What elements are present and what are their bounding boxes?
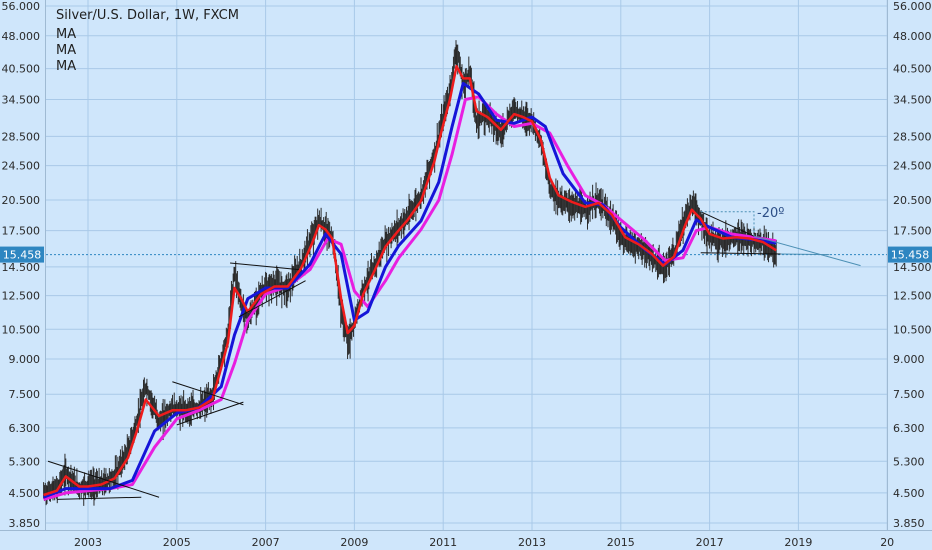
angle-annotation: -20º — [757, 206, 784, 221]
trendline — [172, 381, 244, 406]
legend-ma-mid: MA — [56, 43, 76, 58]
y-tick-right: 40.500 — [893, 63, 932, 76]
x-tick: 2019 — [784, 536, 812, 549]
drawn-trendlines — [47, 211, 861, 500]
y-tick-left: 28.500 — [2, 130, 41, 143]
y-tick-right: 10.500 — [893, 323, 932, 336]
x-tick: 2005 — [163, 536, 191, 549]
y-tick-right: 48.000 — [893, 30, 932, 43]
y-axis-right[interactable]: 56.000 48.000 40.500 34.500 28.500 24.500 20.5… — [893, 0, 932, 530]
trendline — [47, 460, 160, 498]
trendline — [176, 401, 244, 426]
y-tick-right: 7.500 — [893, 388, 925, 401]
price-badge-left — [0, 246, 44, 263]
y-tick-right: 56.000 — [893, 0, 932, 13]
legend-ma-fast: MA — [56, 27, 76, 42]
y-tick-left: 48.000 — [2, 30, 41, 43]
y-tick-right: 28.500 — [893, 130, 932, 143]
x-axis[interactable]: 2003 2005 2007 2009 2011 2013 2015 2017 2019 20 — [74, 536, 894, 549]
y-tick-left: 14.500 — [2, 261, 41, 274]
y-tick-left: 20.500 — [2, 194, 41, 207]
y-tick-left: 12.500 — [2, 290, 41, 303]
moving-averages — [43, 64, 777, 501]
y-tick-right: 5.300 — [893, 455, 925, 468]
y-tick-left: 10.500 — [2, 323, 41, 336]
trendline — [238, 280, 306, 318]
y-tick-left: 34.500 — [2, 94, 41, 107]
x-tick: 20 — [880, 536, 894, 549]
x-tick: 2013 — [518, 536, 546, 549]
y-tick-right: 17.500 — [893, 225, 932, 238]
legend-ma-slow: MA — [56, 59, 76, 74]
projection-line — [753, 235, 861, 267]
y-tick-left: 24.500 — [2, 160, 41, 173]
grid — [46, 0, 888, 530]
x-tick: 2017 — [696, 536, 724, 549]
price-badge-right — [888, 246, 932, 263]
legend-title: Silver/U.S. Dollar, 1W, FXCM — [56, 8, 239, 23]
x-tick: 2015 — [607, 536, 635, 549]
y-tick-left: 3.850 — [9, 517, 41, 530]
price-badge-right-label: 15.458 — [891, 249, 930, 262]
y-tick-left: 56.000 — [2, 0, 41, 13]
y-tick-left: 6.300 — [9, 422, 41, 435]
y-tick-right: 34.500 — [893, 94, 932, 107]
x-tick: 2003 — [74, 536, 102, 549]
ma-fast-line — [43, 64, 777, 497]
ma-slow-line — [43, 95, 777, 501]
trendline — [700, 252, 781, 255]
y-tick-right: 3.850 — [893, 517, 925, 530]
trendline — [56, 496, 142, 500]
y-tick-right: 4.500 — [893, 487, 925, 500]
y-tick-left: 40.500 — [2, 63, 41, 76]
y-tick-right: 20.500 — [893, 194, 932, 207]
price-badge-left-label: 15.458 — [3, 249, 42, 262]
current-price-badges: 15.458 15.458 — [0, 246, 932, 263]
y-tick-left: 9.000 — [9, 353, 41, 366]
y-tick-left: 5.300 — [9, 455, 41, 468]
y-tick-left: 7.500 — [9, 388, 41, 401]
x-tick: 2009 — [340, 536, 368, 549]
y-axis-left[interactable]: 56.000 48.000 40.500 34.500 28.500 24.500 20.5… — [2, 0, 41, 530]
chart-legend: Silver/U.S. Dollar, 1W, FXCM MA MA MA — [56, 8, 239, 74]
x-tick: 2011 — [429, 536, 457, 549]
y-tick-left: 4.500 — [9, 487, 41, 500]
y-tick-right: 9.000 — [893, 353, 925, 366]
y-tick-right: 24.500 — [893, 160, 932, 173]
y-tick-right: 12.500 — [893, 290, 932, 303]
y-tick-left: 17.500 — [2, 225, 41, 238]
support-extension — [780, 253, 830, 256]
y-tick-right: 6.300 — [893, 422, 925, 435]
y-tick-right: 14.500 — [893, 261, 932, 274]
trendline — [700, 211, 755, 237]
angle-guide — [700, 211, 755, 237]
trendline — [230, 262, 299, 271]
x-tick: 2007 — [252, 536, 280, 549]
